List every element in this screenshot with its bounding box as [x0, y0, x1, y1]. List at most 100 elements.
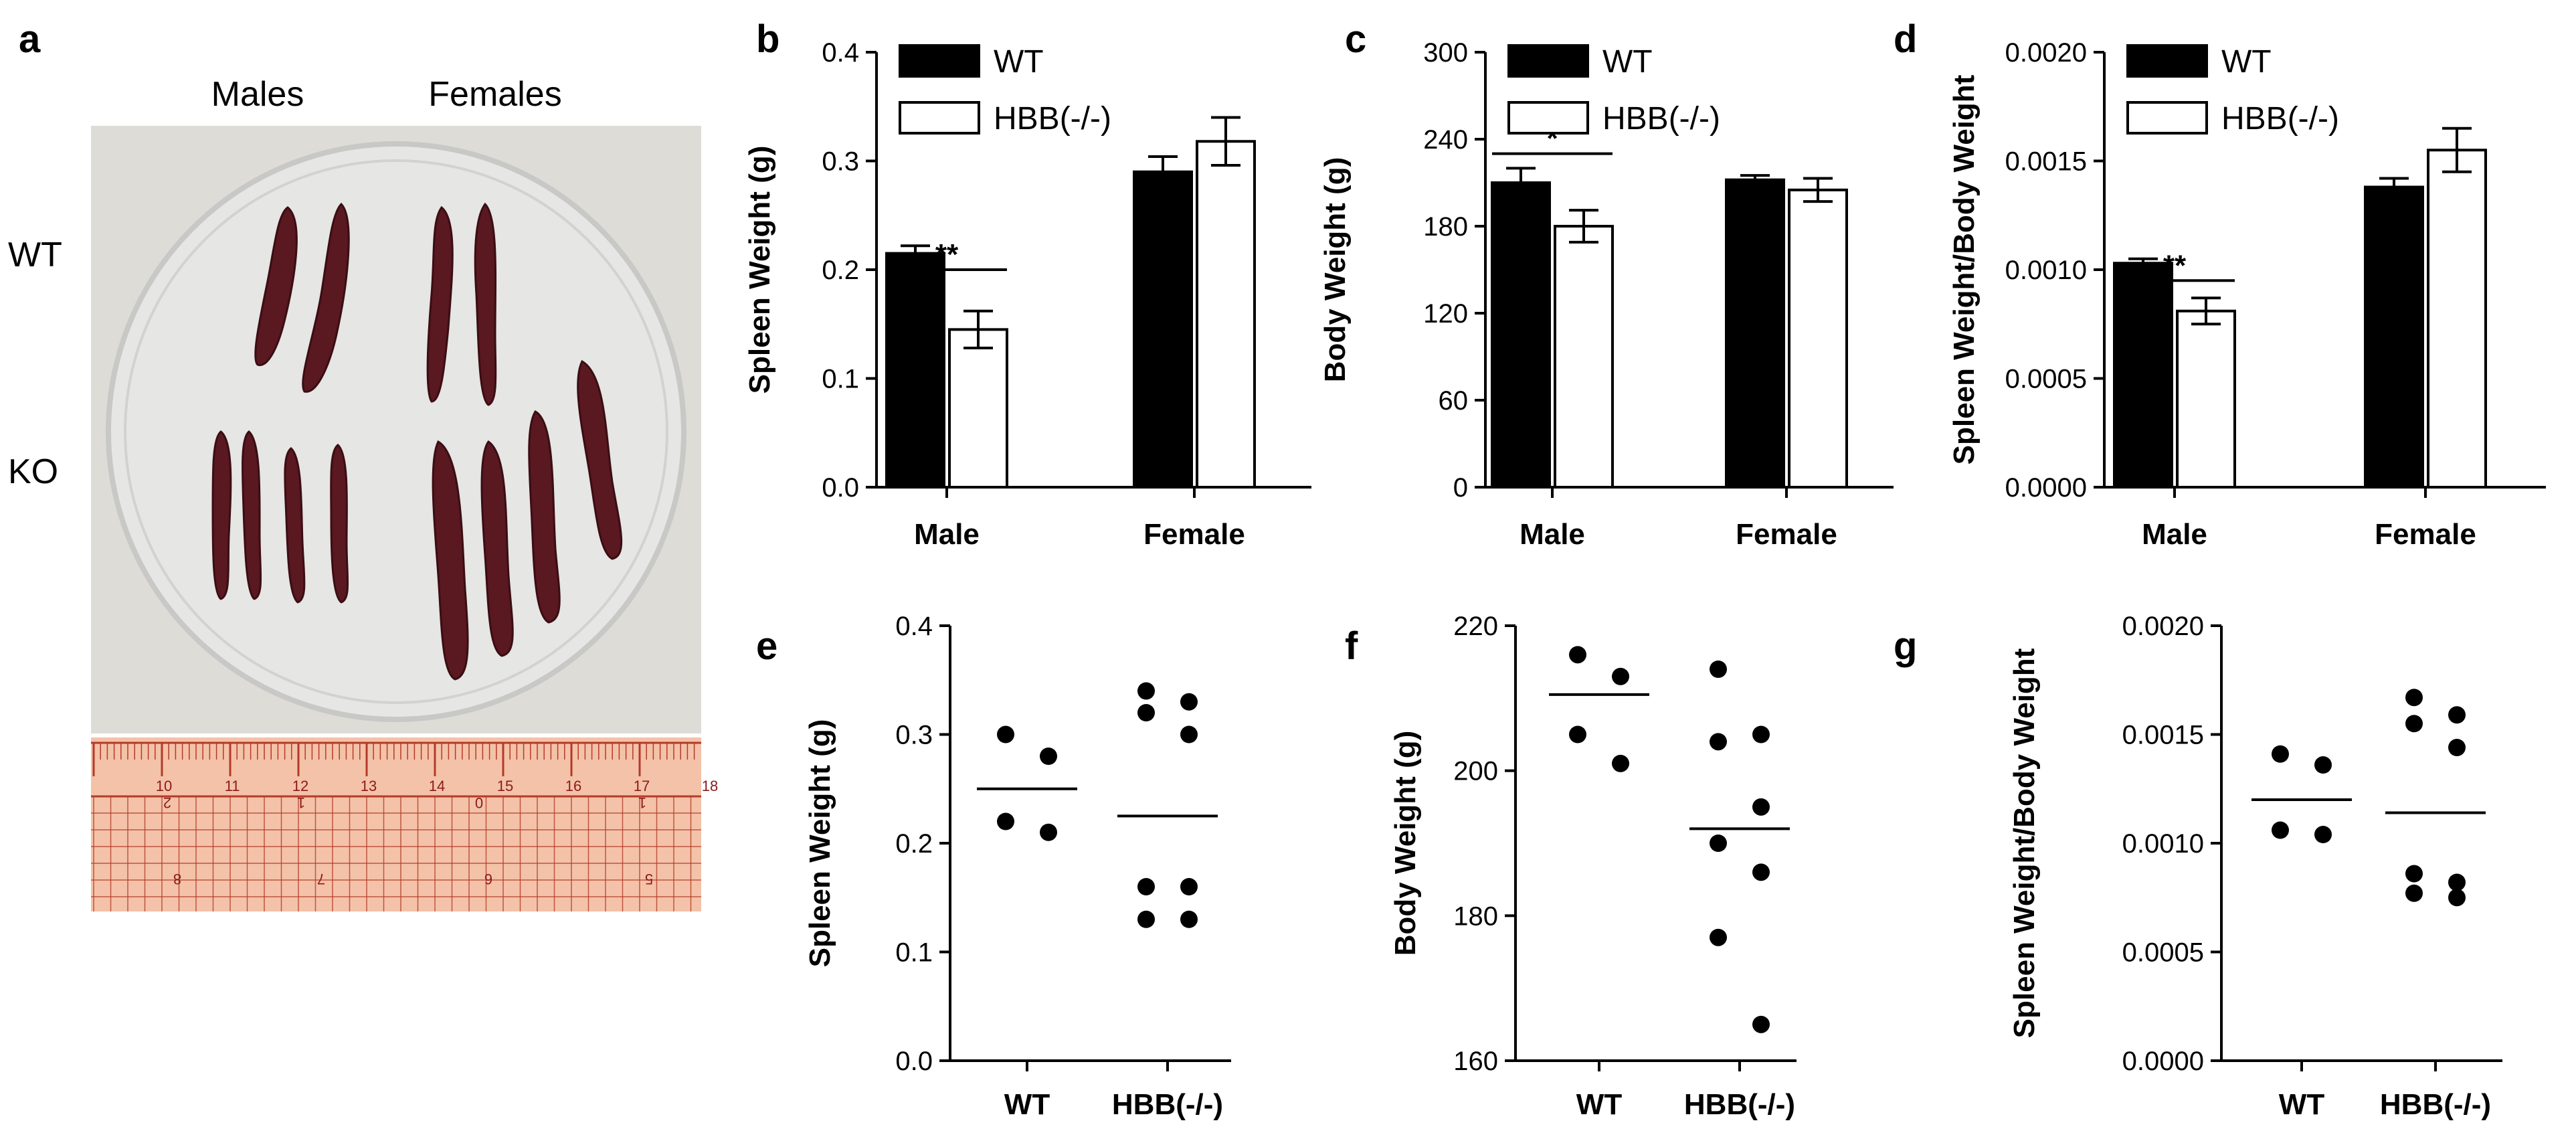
y-tick-label: 180: [1453, 901, 1498, 931]
ruler-number: 2: [163, 794, 171, 811]
y-tick-label: 0.0015: [2005, 147, 2087, 177]
ruler-number: 16: [565, 778, 581, 794]
chart-panel-g: g 0.0000 0.0005 0.0010 0.0015 0.0020 Spleen We…: [1894, 612, 2502, 1121]
bar-hbb-female: [1788, 188, 1848, 489]
legend-label: HBB(-/-): [1602, 101, 1720, 137]
spleen-organ: [528, 410, 561, 624]
y-axis-label: Spleen Weight (g): [743, 146, 776, 394]
data-point: [1040, 823, 1057, 841]
spleen-organ: [302, 202, 350, 393]
panel-label-g: g: [1894, 624, 1917, 668]
x-category-label: WT: [1004, 1088, 1050, 1121]
bar-wt-male: [2113, 262, 2173, 489]
y-axis-label: Body Weight (g): [1389, 731, 1422, 956]
females-label: Females: [428, 75, 561, 114]
bar-wt-male: [885, 252, 945, 489]
data-point: [1180, 693, 1198, 711]
ruler-number: 0: [475, 794, 483, 811]
legend-label: HBB(-/-): [2221, 101, 2339, 137]
ruler-number: 6: [484, 871, 492, 887]
legend-label: WT: [994, 44, 1044, 80]
legend-label: WT: [1602, 44, 1653, 80]
data-point: [1137, 682, 1155, 700]
data-point: [1752, 863, 1770, 881]
y-tick-label: 0.0010: [2005, 256, 2087, 285]
legend-swatch-wt: [899, 44, 980, 78]
data-point: [1710, 733, 1727, 751]
y-tick-label: 0.0: [895, 1047, 933, 1076]
spleens: [211, 202, 623, 681]
spleen-organ: [211, 430, 232, 600]
males-label: Males: [211, 75, 304, 114]
ruler-number: 8: [173, 871, 181, 887]
panel-label-b: b: [756, 17, 779, 61]
y-tick-label: 0.1: [895, 938, 933, 968]
data-point: [2448, 873, 2466, 891]
ruler-number: 15: [497, 778, 513, 794]
data-point: [1569, 725, 1586, 743]
bar-wt-female: [2364, 185, 2424, 489]
spleen-organ: [432, 440, 469, 681]
data-point: [1569, 646, 1586, 664]
data-point: [997, 812, 1014, 830]
y-axis-label: Spleen Weight/Body Weight: [1948, 74, 1981, 464]
data-point: [1040, 748, 1057, 765]
bar-hbb-female: [1196, 140, 1256, 489]
ruler-number: 17: [634, 778, 650, 794]
spleen-organ: [426, 205, 454, 403]
y-tick-label: 0.0005: [2005, 365, 2087, 394]
significance-stars: **: [2163, 249, 2187, 282]
y-tick-label: 180: [1423, 212, 1468, 242]
legend-swatch-wt: [2126, 44, 2208, 78]
ruler-number: 1: [638, 794, 646, 811]
ruler-number: 11: [225, 778, 240, 794]
data-point: [2405, 715, 2423, 733]
data-point: [2272, 821, 2289, 839]
y-tick-label: 300: [1423, 38, 1468, 68]
petri-dish-inner-rim: [124, 159, 668, 704]
y-tick-label: 200: [1453, 757, 1498, 786]
spleen-organ: [480, 440, 514, 657]
chart-panel-c: c 0 60 120 180 240 300 Body Weight (g) Male Femal…: [1319, 17, 1894, 551]
chart-panel-b: b 0.0 0.1 0.2 0.3 0.4 Spleen Weight (g) Male Fem…: [743, 17, 1311, 551]
data-point: [2314, 756, 2332, 774]
data-point: [1137, 704, 1155, 721]
data-point: [2272, 745, 2289, 763]
x-category-label: Male: [2142, 518, 2207, 551]
data-point: [2405, 689, 2423, 707]
data-point: [1752, 1015, 1770, 1033]
data-point: [1752, 725, 1770, 743]
y-tick-label: 0.4: [895, 612, 933, 641]
data-point: [1710, 928, 1727, 946]
y-tick-label: 0.0005: [2122, 938, 2204, 968]
y-tick-label: 60: [1439, 386, 1469, 416]
ruler-number: 1: [297, 794, 305, 811]
ruler: 10 11 12 13 14 15 16 17 182 1 0 18 7 6 5: [91, 737, 718, 911]
panel-label-d: d: [1894, 17, 1917, 61]
bar-hbb-female: [2427, 149, 2487, 489]
panel-a-photo: a Males Females WT KO 10 11 12 13 14 15 16 17 18…: [8, 17, 718, 911]
x-category-label: Female: [1143, 518, 1245, 551]
y-tick-label: 0.2: [822, 256, 859, 285]
y-tick-label: 0.0000: [2005, 473, 2087, 503]
bar-hbb-male: [2176, 309, 2236, 489]
y-tick-label: 0.0000: [2122, 1047, 2204, 1076]
bar-hbb-male: [1554, 225, 1614, 489]
y-tick-label: 0.4: [822, 38, 859, 68]
panel-label-c: c: [1345, 17, 1366, 61]
ruler-number: 13: [361, 778, 377, 794]
spleen-organ: [577, 359, 623, 560]
y-tick-label: 0.0020: [2122, 612, 2204, 641]
data-point: [1180, 878, 1198, 895]
spleen-organ: [284, 447, 306, 604]
data-point: [2314, 826, 2332, 843]
ruler-number: 5: [645, 871, 653, 887]
ruler-number: 12: [292, 778, 308, 794]
data-point: [1180, 725, 1198, 743]
spleen-organ: [241, 430, 262, 600]
chart-panel-d: d 0.0000 0.0005 0.0010 0.0015 0.0020 Spleen We…: [1894, 17, 2546, 551]
data-point: [2448, 889, 2466, 907]
x-category-label: Male: [914, 518, 980, 551]
panel-label-e: e: [756, 624, 777, 668]
x-category-label: Male: [1520, 518, 1585, 551]
